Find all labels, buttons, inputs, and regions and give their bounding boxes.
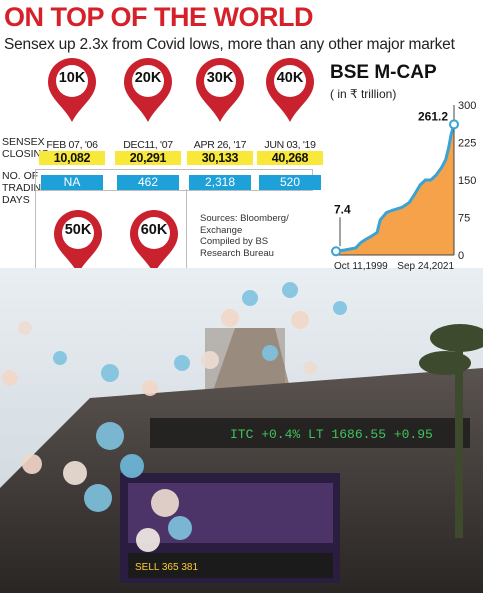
y-tick-label: 300 (458, 100, 476, 112)
mcap-line (335, 123, 456, 253)
sensex-closing-label: SENSEX CLOSING (2, 136, 50, 160)
milestone-closing-value: 30,133 (187, 151, 253, 165)
milestone-pin-50k: 50K (50, 210, 106, 276)
milestone-trading-days: NA (41, 175, 103, 190)
mcap-area (336, 124, 454, 256)
map-pin-icon (196, 58, 244, 122)
milestone-closing-value: 40,268 (257, 151, 323, 165)
milestone-pin-20k: 20K (120, 58, 176, 124)
x-tick-label-end: Sep 24,2021 (397, 261, 454, 272)
trading-days-label: NO. OF TRADING DAYS (2, 170, 50, 206)
milestone-closing-value: 20,291 (115, 151, 181, 165)
milestone-pin-60k: 60K (126, 210, 182, 276)
ticker-text: ITC +0.4% LT 1686.55 +0.95 (230, 427, 433, 442)
balloons-cluster (2, 282, 347, 552)
milestone-trading-days: 520 (259, 175, 321, 190)
milestone-label: 20K (134, 70, 162, 86)
milestone-label: 10K (58, 70, 86, 86)
milestone-pin-30k: 30K (192, 58, 248, 124)
milestone-pin-40k: 40K (262, 58, 318, 124)
milestone-date: FEB 07, '06 (46, 139, 98, 151)
screen-text: SELL 365 381 (135, 562, 198, 573)
end-point-marker (449, 119, 459, 130)
milestone-label: 40K (276, 70, 304, 86)
headline: ON TOP OF THE WORLD (4, 2, 314, 32)
milestone-date: APR 26, '17 (193, 139, 247, 151)
milestone-label: 50K (64, 222, 92, 238)
map-pin-icon (266, 58, 314, 122)
palm-tree (419, 324, 483, 538)
start-point-marker (331, 246, 341, 257)
end-value-label: 261.2 (418, 109, 448, 123)
start-value-label: 7.4 (334, 202, 351, 216)
x-tick-label-start: Oct 11,1999 (334, 261, 388, 272)
milestone-label: 60K (140, 222, 168, 238)
y-tick-label: 150 (458, 175, 476, 187)
milestone-pin-10k: 10K (44, 58, 100, 124)
milestone-label: 30K (206, 70, 234, 86)
milestone-closing-value: 10,082 (39, 151, 105, 165)
y-tick-label: 225 (458, 138, 476, 150)
map-pin-icon (124, 58, 172, 122)
sources-note: Sources: Bloomberg/ Exchange Compiled by… (200, 213, 289, 259)
bse-building-photo: ITC +0.4% LT 1686.55 +0.95 SELL 365 381 (0, 268, 483, 593)
milestone-date: DEC11, '07 (123, 139, 173, 151)
chart-unit: ( in ₹ trillion) (330, 87, 397, 101)
y-tick-label: 0 (458, 250, 464, 262)
y-tick-label: 75 (458, 213, 470, 225)
map-pin-icon (54, 210, 102, 274)
map-pin-icon (130, 210, 178, 274)
mcap-area-chart: 0 75 150 225 300 Oct 11,1999 Sep 24,2021 7.4 261… (331, 100, 476, 272)
milestone-trading-days: 2,318 (189, 175, 251, 190)
chart-title: BSE M-CAP (330, 62, 437, 83)
milestone-trading-days: 462 (117, 175, 179, 190)
map-pin-icon (48, 58, 96, 122)
subhead: Sensex up 2.3x from Covid lows, more tha… (4, 36, 455, 53)
milestone-date: JUN 03, '19 (264, 139, 316, 151)
